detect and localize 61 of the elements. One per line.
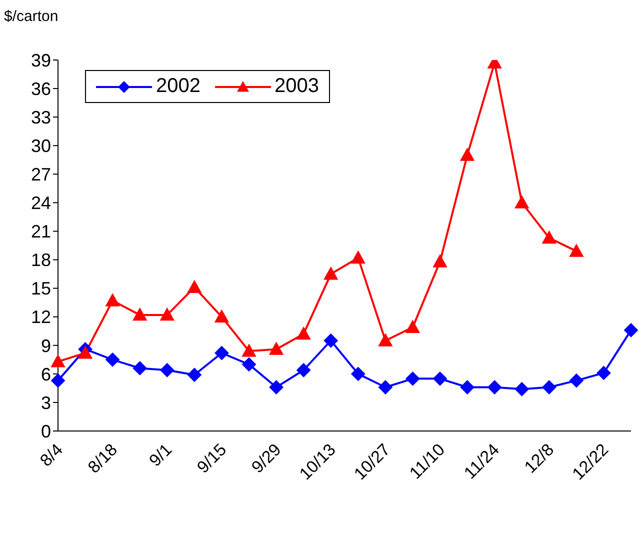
point — [433, 372, 447, 386]
point — [624, 323, 638, 338]
y-tick-label: 21 — [30, 222, 51, 242]
point — [569, 374, 584, 388]
point — [324, 334, 338, 348]
point — [242, 357, 256, 372]
y-tick-label: 9 — [40, 336, 51, 356]
point — [569, 244, 584, 257]
point — [187, 368, 202, 382]
point — [514, 196, 529, 208]
point — [187, 280, 202, 294]
point — [132, 308, 147, 321]
point — [542, 230, 556, 244]
point — [378, 380, 392, 394]
point — [78, 346, 92, 359]
y-tick-label: 27 — [30, 164, 51, 185]
y-tick-label: 12 — [30, 307, 51, 328]
point — [406, 320, 420, 334]
y-axis-title: $/carton — [4, 8, 58, 25]
point — [106, 294, 120, 306]
y-tick-label: 15 — [30, 278, 51, 299]
x-tick-label: 9/29 — [248, 440, 285, 477]
point — [542, 380, 556, 394]
y-tick-label: 30 — [30, 136, 51, 156]
point — [269, 380, 284, 394]
point — [514, 382, 529, 396]
point — [406, 372, 420, 386]
point — [214, 310, 229, 323]
point — [51, 374, 65, 388]
legend-label: 2002 — [156, 75, 200, 98]
point — [51, 354, 65, 368]
point — [488, 380, 502, 394]
y-tick-label: 6 — [40, 364, 51, 384]
point — [214, 346, 229, 360]
point — [324, 267, 338, 280]
y-tick-label: 0 — [40, 421, 51, 442]
point — [106, 352, 120, 367]
y-tick-label: 3 — [40, 392, 51, 413]
point — [460, 148, 474, 161]
point — [296, 326, 311, 340]
point — [132, 361, 147, 376]
point — [242, 344, 256, 357]
x-tick-label: 9/1 — [145, 440, 176, 470]
point — [351, 250, 366, 264]
y-tick-label: 18 — [30, 250, 51, 270]
y-tick-label: 24 — [30, 193, 51, 214]
y-tick-label: 36 — [30, 78, 51, 99]
point — [160, 308, 174, 321]
point — [378, 334, 392, 346]
point — [596, 366, 611, 380]
point — [351, 366, 366, 381]
point — [460, 380, 474, 394]
point — [433, 254, 447, 268]
y-tick-label: 39 — [30, 50, 51, 70]
legend-label: 2003 — [274, 75, 319, 98]
point — [160, 363, 174, 378]
x-tick-label: 8/4 — [36, 440, 66, 470]
point — [269, 342, 284, 355]
x-tick-label: 8/18 — [84, 440, 122, 477]
y-tick-label: 33 — [30, 107, 51, 128]
point — [296, 363, 311, 378]
